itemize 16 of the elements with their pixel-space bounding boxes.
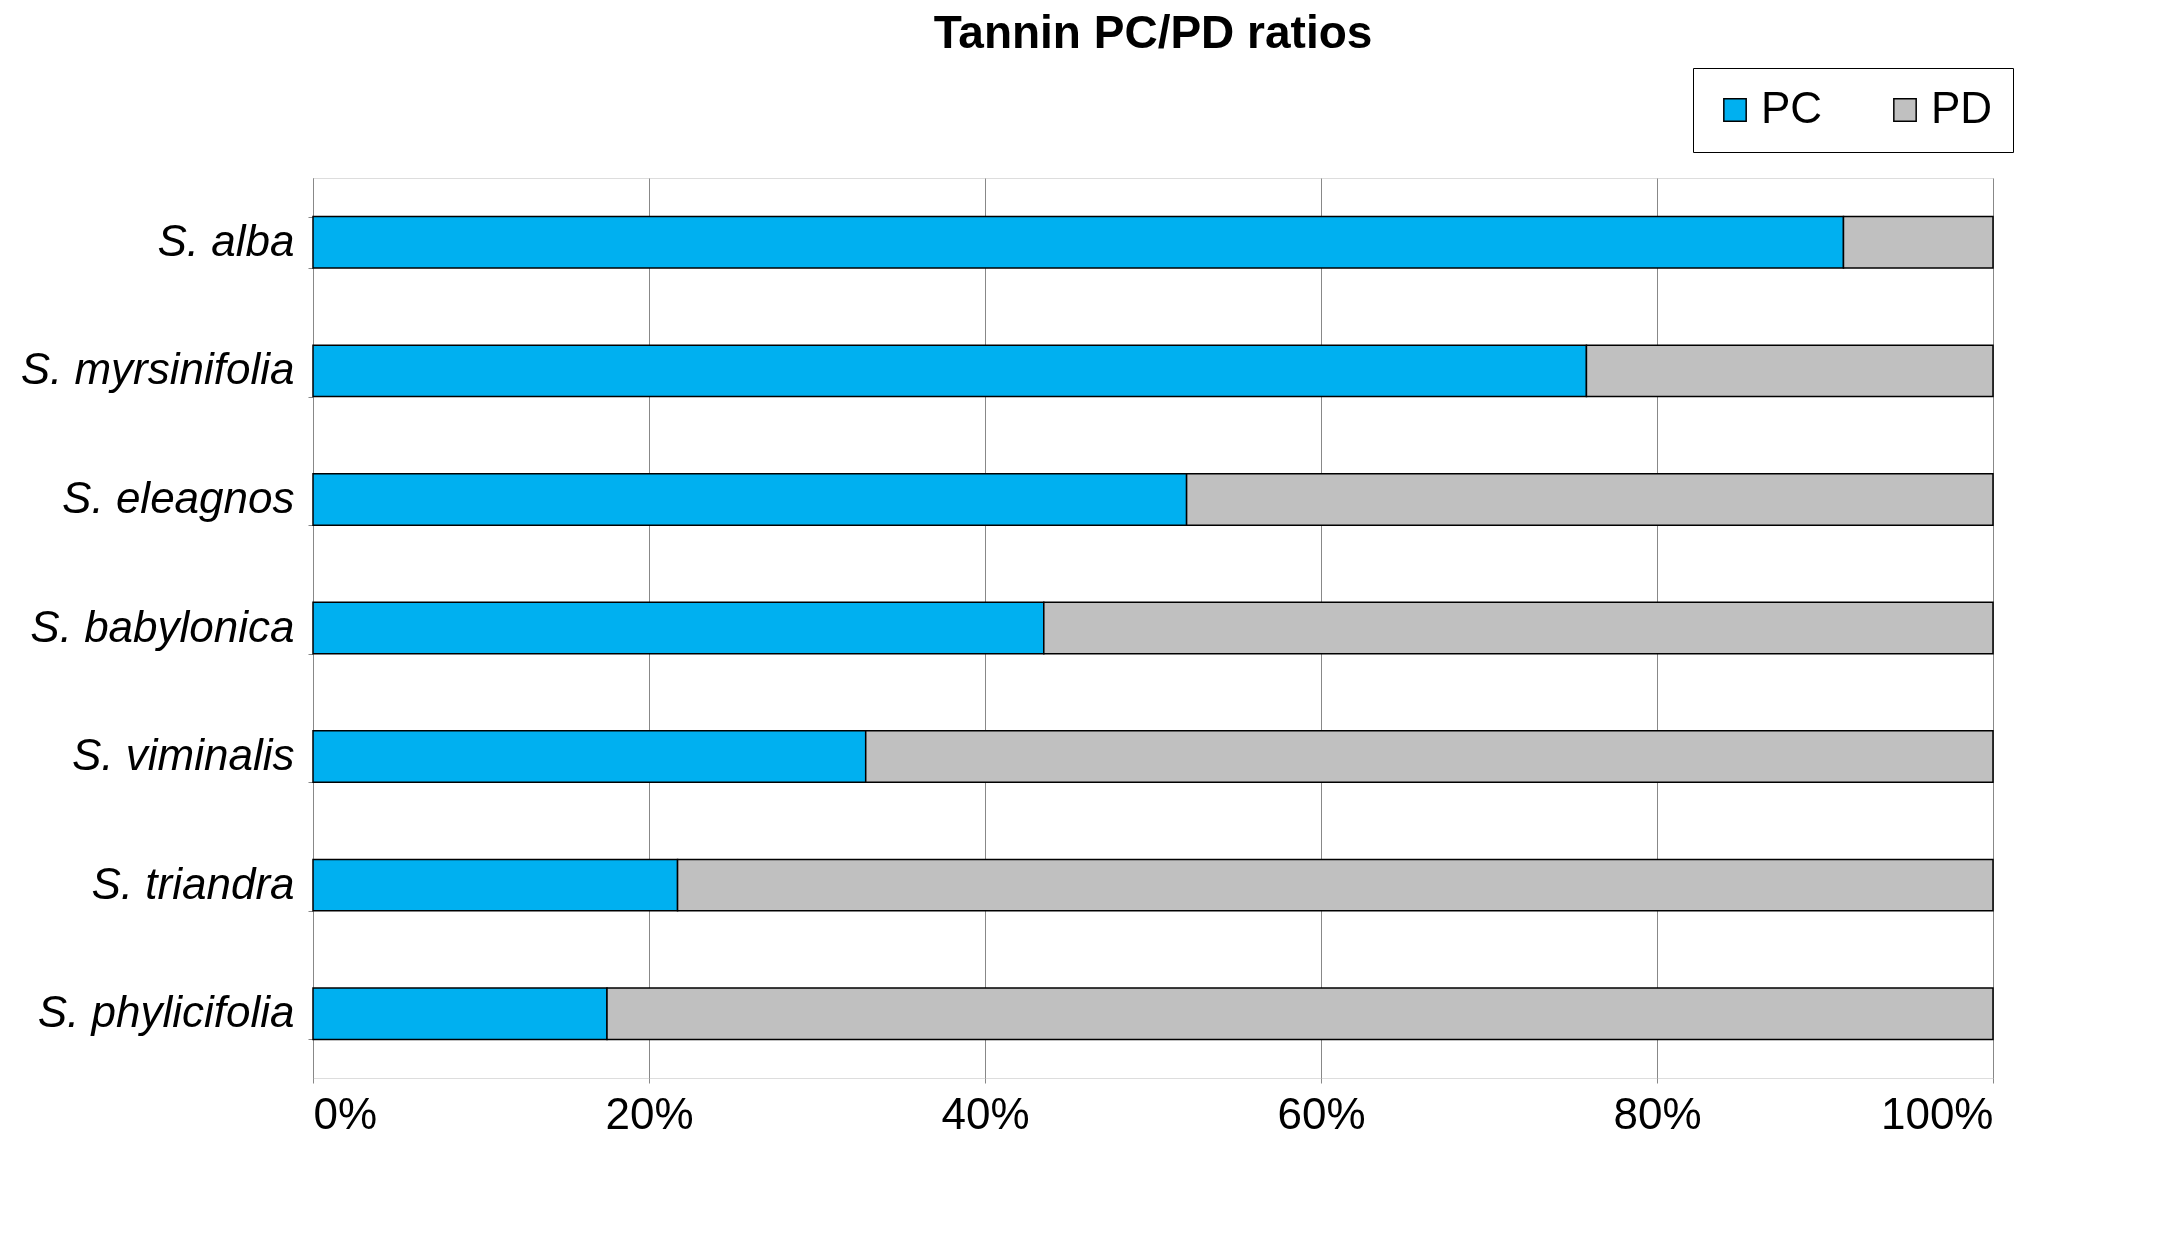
- y-tick-label: S. myrsinifolia: [20, 344, 295, 394]
- y-tick-label: S. alba: [157, 215, 295, 265]
- legend-label: PC: [1761, 83, 1823, 132]
- y-tick-label: S. phylicifolia: [37, 987, 295, 1037]
- chart-title: Tannin PC/PD ratios: [933, 5, 1373, 58]
- x-tick-label: 100%: [1880, 1088, 1994, 1138]
- x-tick-label: 0%: [313, 1088, 378, 1138]
- y-tick-label: S. eleagnos: [62, 472, 295, 522]
- y-tick-label: S. babylonica: [30, 601, 295, 651]
- x-tick-label: 40%: [941, 1088, 1030, 1138]
- legend-label: PD: [1931, 83, 1993, 132]
- x-tick-label: 80%: [1613, 1088, 1702, 1138]
- x-tick-label: 20%: [605, 1088, 694, 1138]
- y-tick-label: S. triandra: [91, 858, 295, 908]
- y-tick-label: S. viminalis: [72, 730, 295, 780]
- x-tick-label: 60%: [1277, 1088, 1366, 1138]
